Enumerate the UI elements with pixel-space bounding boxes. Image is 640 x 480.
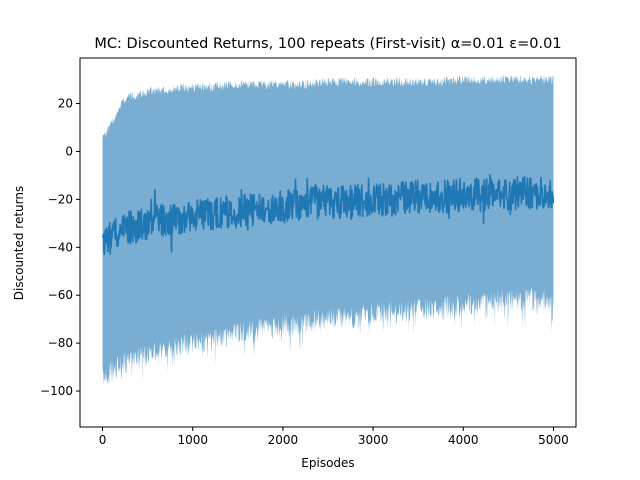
band-area [102,74,554,386]
y-tick-label: −100 [40,384,73,398]
y-tick-label: 0 [65,144,73,158]
mean-line [101,173,555,256]
x-tick-label: 3000 [358,433,389,447]
y-tick-label: −40 [48,240,73,254]
y-tick-label: 20 [58,97,73,111]
y-tick-label: −80 [48,336,73,350]
mean-line-path [101,173,555,256]
confidence-band [102,74,554,386]
x-tick-label: 2000 [268,433,299,447]
x-axis-label: Episodes [301,456,354,470]
x-tick-label: 0 [99,433,107,447]
chart-title: MC: Discounted Returns, 100 repeats (Fir… [94,36,561,52]
plot-area [101,74,555,386]
plot-frame [79,57,577,428]
x-axis: 0 1000 2000 3000 4000 5000 [99,427,569,447]
x-tick-label: 4000 [448,433,479,447]
y-axis-label: Discounted returns [12,186,26,300]
y-axis: 20 0 −20 −40 −60 −80 −100 [40,97,80,398]
x-tick-label: 5000 [538,433,569,447]
y-tick-label: −20 [48,192,73,206]
x-tick-label: 1000 [177,433,208,447]
y-tick-label: −60 [48,288,73,302]
